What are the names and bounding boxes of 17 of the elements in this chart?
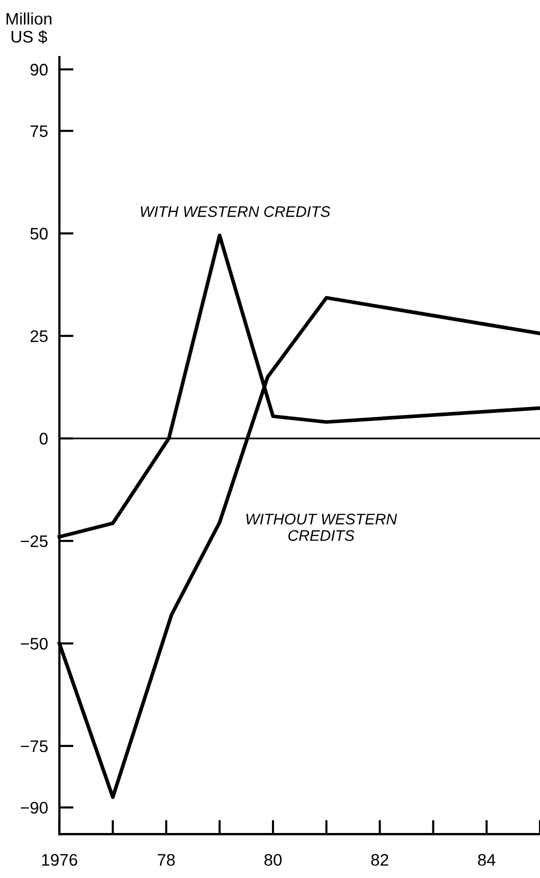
y-tick-label: 0 <box>40 432 48 445</box>
series-label: WITH WESTERN CREDITS <box>140 206 330 217</box>
y-axis-title: Million US $ <box>6 12 52 44</box>
y-tick-label: 25 <box>30 330 48 342</box>
y-tick-label: −50 <box>20 638 48 650</box>
y-tick-label: 90 <box>30 64 48 76</box>
x-tick-label: 80 <box>264 854 282 866</box>
series-label: WITHOUT WESTERN CREDITS <box>246 514 398 541</box>
y-tick-label: 75 <box>30 125 48 138</box>
x-tick-label: 1976 <box>42 854 78 866</box>
y-tick-label: −25 <box>20 535 48 548</box>
y-tick-label: −75 <box>20 740 48 752</box>
y-tick-label: −90 <box>20 802 48 814</box>
x-tick-label: 78 <box>158 854 175 866</box>
x-tick-label: 82 <box>371 854 388 866</box>
y-tick-label: 50 <box>30 228 48 240</box>
x-tick-label: 84 <box>478 854 496 866</box>
